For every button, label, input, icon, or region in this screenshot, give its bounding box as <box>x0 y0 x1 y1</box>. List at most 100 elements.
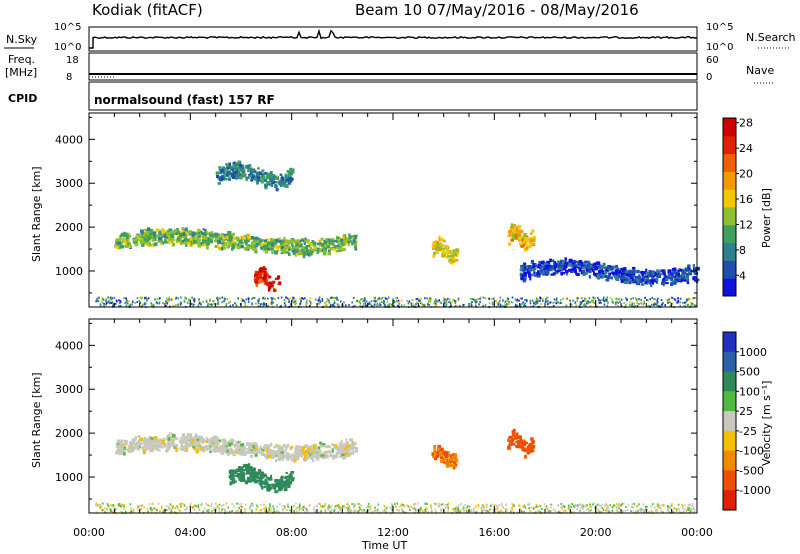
ground-scatter-cell <box>343 505 345 508</box>
range-cell <box>324 247 327 251</box>
range-cell <box>513 226 516 230</box>
range-cell <box>230 438 234 441</box>
range-cell <box>332 238 335 242</box>
range-cell <box>250 443 255 447</box>
range-cell <box>343 447 347 451</box>
range-cell <box>648 272 652 276</box>
ground-scatter-cell <box>107 300 109 303</box>
range-cell <box>596 273 600 278</box>
ground-scatter-cell <box>640 508 642 511</box>
ground-scatter-cell <box>582 507 584 510</box>
range-cell <box>334 245 339 248</box>
range-cell <box>260 278 264 283</box>
range-cell <box>166 445 170 448</box>
range-cell <box>171 242 176 247</box>
range-cell <box>232 171 235 175</box>
ground-scatter-cell <box>623 502 625 505</box>
range-cell <box>305 247 308 251</box>
ground-scatter-cell <box>684 504 686 507</box>
range-cell <box>180 444 183 448</box>
ground-scatter-cell <box>650 303 653 306</box>
ground-scatter-cell <box>682 507 684 510</box>
ground-scatter-cell <box>589 503 591 506</box>
range-cell <box>163 444 167 448</box>
ground-scatter-cell <box>677 503 680 506</box>
ground-scatter-cell <box>694 305 696 308</box>
ground-scatter-cell <box>591 300 594 303</box>
ground-scatter-cell <box>664 304 666 307</box>
range-cell <box>198 233 201 236</box>
ground-scatter-cell <box>511 503 514 506</box>
range-cell <box>536 265 540 269</box>
range-cell <box>260 471 265 475</box>
range-cell <box>319 441 323 445</box>
range-cell <box>628 281 632 285</box>
ground-scatter-cell <box>350 509 353 512</box>
range-cell <box>208 240 212 243</box>
ground-scatter-cell <box>290 303 292 306</box>
range-cell <box>258 171 263 175</box>
range-cell <box>204 445 209 447</box>
range-cell <box>431 452 434 456</box>
range-cell <box>589 269 592 273</box>
range-cell <box>235 176 238 180</box>
range-cell <box>600 265 605 269</box>
ground-scatter-cell <box>231 502 234 505</box>
ground-scatter-cell <box>511 301 513 304</box>
range-cell <box>267 275 272 279</box>
range-cell <box>195 450 200 454</box>
ground-scatter-cell <box>251 502 253 505</box>
range-cell <box>163 233 166 238</box>
ground-scatter-cell <box>534 506 537 509</box>
ground-scatter-cell <box>151 508 153 511</box>
range-cell <box>236 174 239 179</box>
ground-scatter-cell <box>477 505 480 508</box>
range-cell <box>247 246 251 249</box>
ground-scatter-cell <box>607 508 609 511</box>
range-cell <box>143 437 147 441</box>
range-cell <box>352 239 356 243</box>
range-cell <box>141 447 146 451</box>
range-cell <box>195 236 199 240</box>
ground-scatter-cell <box>456 509 458 512</box>
ground-scatter-cell <box>394 301 396 304</box>
ground-scatter-cell <box>435 503 438 506</box>
ground-scatter-cell <box>171 504 173 507</box>
range-cell <box>211 437 214 440</box>
range-cell <box>655 272 659 276</box>
range-cell <box>214 449 217 453</box>
ground-scatter-cell <box>177 506 179 509</box>
range-cell <box>671 268 675 271</box>
range-cell <box>637 281 640 285</box>
range-cell <box>532 440 536 443</box>
ground-scatter-cell <box>324 503 327 505</box>
range-cell <box>274 490 279 494</box>
ground-scatter-cell <box>469 297 472 300</box>
ground-scatter-cell <box>355 300 358 303</box>
ground-scatter-cell <box>142 303 144 306</box>
ground-scatter-cell <box>260 503 262 506</box>
range-cell <box>286 444 290 448</box>
ground-scatter-cell <box>323 505 326 508</box>
ground-scatter-cell <box>505 299 508 302</box>
y-tick-label: 1000 <box>55 471 83 484</box>
range-cell <box>339 240 342 244</box>
ground-scatter-cell <box>131 300 134 303</box>
range-cell <box>221 438 226 443</box>
ground-scatter-cell <box>303 510 306 513</box>
range-cell <box>301 246 305 250</box>
ground-scatter-cell <box>244 510 246 513</box>
range-cell <box>528 271 531 274</box>
range-cell <box>260 480 264 483</box>
range-cell <box>264 186 268 190</box>
ground-scatter-cell <box>252 504 254 507</box>
ground-scatter-cell <box>345 506 348 509</box>
range-cell <box>336 237 339 240</box>
ground-scatter-cell <box>292 301 295 304</box>
ground-scatter-cell <box>317 502 320 505</box>
range-cell <box>545 271 550 275</box>
ground-scatter-cell <box>332 304 335 307</box>
range-cell <box>137 441 141 445</box>
ground-scatter-cell <box>298 506 301 509</box>
range-cell <box>287 179 292 183</box>
